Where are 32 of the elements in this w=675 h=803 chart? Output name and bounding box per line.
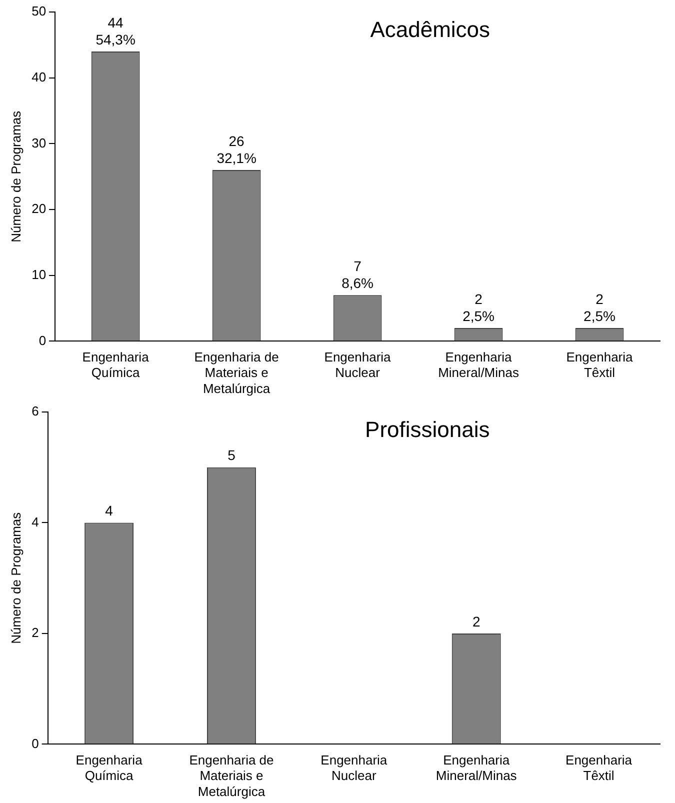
x-tick-label: Engenharia de Materiais e Metalúrgica	[189, 752, 274, 799]
y-tick-label: 0	[38, 332, 46, 348]
data-label: 44 54,3%	[96, 14, 136, 48]
x-tick-label: Engenharia Química	[76, 752, 144, 784]
x-tick-label: Engenharia Nuclear	[320, 752, 388, 784]
y-tick-label: 10	[32, 266, 46, 282]
data-label: 2	[472, 613, 480, 630]
y-tick-label: 2	[32, 625, 39, 640]
x-tick-label: Engenharia Têxtil	[566, 752, 633, 784]
data-label: 26 32,1%	[216, 132, 256, 166]
data-label: 7 8,6%	[342, 258, 374, 291]
data-label: 4	[105, 502, 114, 519]
y-tick-label: 40	[32, 69, 46, 84]
y-tick-label: 6	[32, 404, 39, 419]
data-label: 2 2,5%	[584, 290, 616, 324]
y-tick-label: 20	[32, 201, 46, 216]
x-tick-label: Engenharia Nuclear	[324, 350, 392, 380]
y-tick-label: 0	[32, 736, 39, 751]
y-tick-label: 50	[32, 4, 46, 19]
y-axis-title: Número de Programas	[8, 110, 24, 242]
x-tick-label: Engenharia de Materiais e Metalúrgica	[194, 350, 279, 396]
chart-title: Profissionais	[365, 417, 490, 442]
y-axis-title: Número de Programas	[8, 512, 24, 644]
x-tick-label: Engenharia Mineral/Minas	[436, 752, 518, 784]
x-tick-label: Engenharia Química	[82, 350, 150, 380]
y-tick-label: 30	[32, 135, 46, 150]
data-label: 5	[228, 447, 236, 464]
x-tick-label: Engenharia Têxtil	[566, 350, 634, 380]
y-tick-label: 4	[32, 514, 39, 530]
chart-title: Acadêmicos	[370, 17, 490, 42]
data-label: 2 2,5%	[462, 290, 494, 324]
x-tick-label: Engenharia Mineral/Minas	[438, 350, 520, 380]
